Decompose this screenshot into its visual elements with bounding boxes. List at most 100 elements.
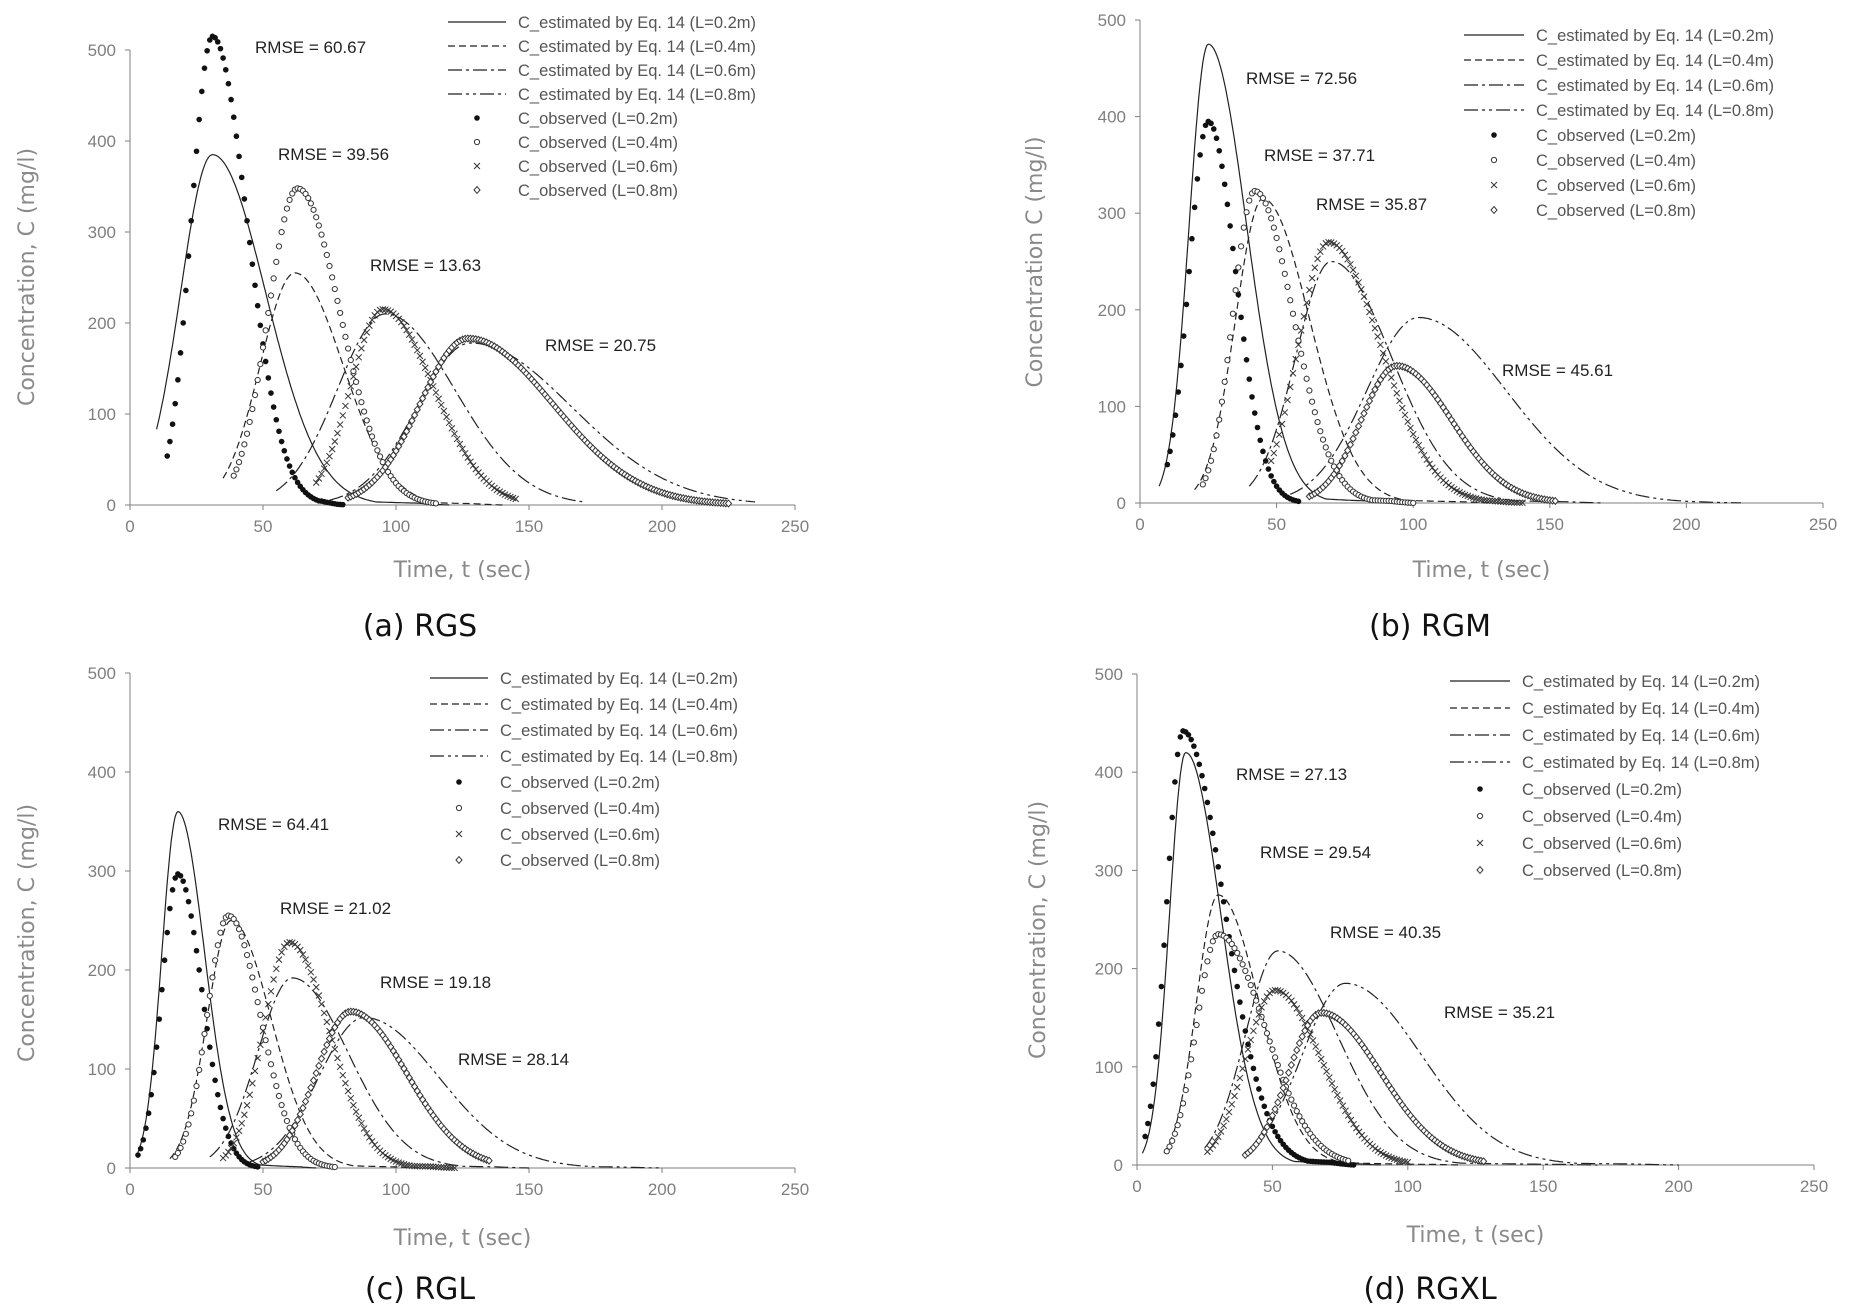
- data-point: [1263, 1030, 1271, 1037]
- data-point: [512, 495, 520, 503]
- data-point: [270, 404, 277, 410]
- data-point: [1172, 412, 1179, 419]
- caption-rgxl: (d) RGXL: [1363, 1272, 1497, 1307]
- data-point: [225, 1148, 232, 1156]
- x-tick-label: 150: [515, 1180, 543, 1199]
- data-point: [1270, 449, 1278, 457]
- series-line-estimated-2: [1194, 198, 1496, 504]
- data-point: [1254, 424, 1261, 431]
- data-point: [1224, 357, 1231, 364]
- data-point: [403, 1161, 410, 1169]
- data-point: [1270, 224, 1277, 231]
- data-point: [355, 1114, 363, 1122]
- data-point: [315, 992, 323, 999]
- data-point: [368, 433, 376, 440]
- x-tick-label: 200: [648, 1180, 676, 1199]
- legend-label-observed-1: C_observed (L=0.2m): [1522, 781, 1682, 799]
- x-tick-label: 150: [1536, 515, 1564, 534]
- data-point: [1169, 814, 1176, 821]
- data-point: [334, 297, 341, 305]
- data-point: [276, 428, 282, 435]
- data-point: [156, 1016, 163, 1022]
- data-point: [1164, 461, 1171, 468]
- data-point: [1276, 1091, 1285, 1100]
- data-point: [188, 913, 194, 919]
- data-point: [220, 55, 226, 61]
- data-point: [432, 1163, 440, 1171]
- data-point: [1233, 1083, 1241, 1091]
- data-point: [309, 1076, 318, 1085]
- data-point: [1314, 418, 1321, 426]
- data-point: [451, 1164, 458, 1172]
- data-point: [366, 425, 373, 432]
- data-point: [1258, 1004, 1265, 1011]
- data-point: [329, 274, 336, 281]
- data-point: [188, 217, 194, 224]
- x-tick-label: 0: [1135, 515, 1144, 534]
- data-point: [257, 322, 264, 329]
- series-line-estimated-3: [1248, 260, 1605, 504]
- data-point: [1274, 1098, 1282, 1107]
- data-point: [1368, 316, 1376, 324]
- x-tick-label: 250: [781, 1180, 809, 1199]
- data-point: [1325, 451, 1332, 458]
- data-point: [254, 302, 261, 309]
- data-point: [1505, 498, 1513, 506]
- data-point: [1178, 362, 1184, 369]
- data-point: [185, 1121, 192, 1128]
- data-point: [249, 974, 256, 981]
- data-point: [451, 430, 458, 438]
- data-point: [180, 1138, 187, 1145]
- data-point: [1161, 942, 1167, 949]
- data-point: [1272, 1054, 1279, 1061]
- series-points-observed-2: [1199, 187, 1417, 507]
- data-point: [326, 262, 333, 270]
- data-point: [459, 445, 466, 453]
- data-point: [267, 987, 275, 995]
- data-point: [180, 320, 186, 326]
- legend-label-observed-4: C_observed (L=0.8m): [500, 852, 660, 870]
- data-point: [323, 251, 330, 259]
- data-point: [1155, 1021, 1162, 1027]
- data-point: [212, 957, 219, 964]
- data-point: [185, 253, 192, 259]
- data-point: [1284, 1068, 1293, 1077]
- data-point: [421, 1163, 429, 1170]
- data-point: [435, 395, 442, 403]
- data-point: [1343, 446, 1352, 455]
- series-points-observed-3: [219, 938, 458, 1172]
- data-point: [1218, 881, 1224, 888]
- legend-label-observed-4: C_observed (L=0.8m): [1536, 202, 1696, 220]
- data-point: [328, 445, 336, 453]
- data-point: [1371, 324, 1379, 332]
- data-point: [292, 474, 298, 481]
- series-line-estimated-4: [1290, 316, 1741, 504]
- data-point: [1352, 1124, 1360, 1132]
- data-point: [342, 402, 349, 410]
- data-point: [1147, 1103, 1154, 1110]
- data-point: [1281, 409, 1289, 416]
- y-axis-label: Concentration, C (mg/l): [1026, 801, 1051, 1059]
- data-point: [1180, 333, 1187, 339]
- data-point: [235, 926, 243, 933]
- data-point: [1341, 451, 1349, 461]
- data-point: [336, 421, 344, 428]
- data-point: [249, 1079, 256, 1087]
- data-point: [1215, 864, 1222, 870]
- series-line-estimated-1: [137, 810, 317, 1169]
- data-point: [182, 1130, 189, 1137]
- data-point: [352, 363, 360, 371]
- rmse-label-3: RMSE = 35.87: [1316, 195, 1427, 214]
- data-point: [301, 1097, 310, 1106]
- data-point: [456, 440, 464, 448]
- x-tick-label: 50: [254, 517, 273, 536]
- data-point: [273, 1082, 280, 1090]
- x-tick-label: 200: [1664, 1177, 1692, 1196]
- data-point: [1382, 358, 1390, 365]
- data-point: [419, 1162, 426, 1170]
- data-point: [1423, 456, 1431, 464]
- series-points-observed-4: [344, 334, 733, 508]
- data-point: [344, 1087, 352, 1095]
- data-point: [1269, 1123, 1276, 1130]
- data-point: [1272, 1128, 1278, 1135]
